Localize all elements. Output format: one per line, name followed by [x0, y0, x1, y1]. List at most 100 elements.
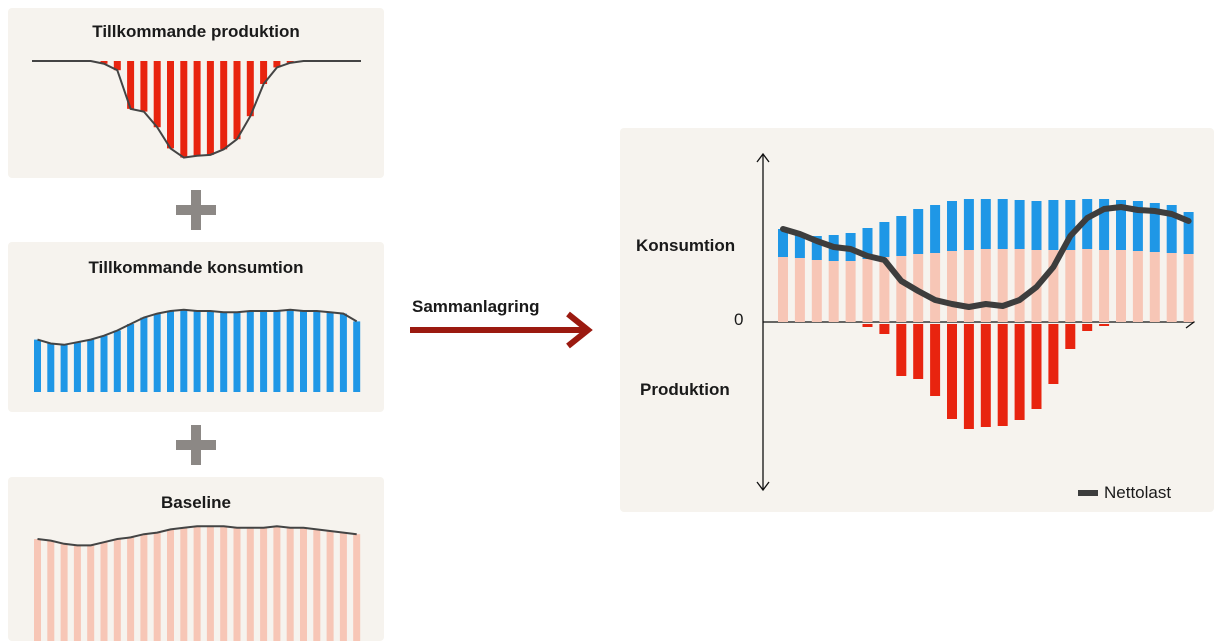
y-label-production: Produktion [640, 380, 730, 399]
production-bar [930, 324, 941, 396]
consumption-mini-bar [353, 321, 361, 392]
production-bar [1065, 324, 1076, 349]
consumption-bar [1116, 200, 1126, 250]
production-bar [1048, 324, 1059, 384]
baseline-mini-outline [37, 525, 357, 547]
baseline-mini-bar [286, 527, 294, 641]
baseline-mini-bar [246, 527, 254, 641]
consumption-bar [1166, 205, 1177, 253]
y-axis-arrow-down [756, 481, 770, 492]
consumption-bar [930, 205, 941, 253]
consumption-bar [980, 199, 991, 249]
baseline-mini-bar [339, 532, 347, 641]
plus-icon [176, 425, 216, 465]
baseline-bar [1149, 252, 1160, 322]
consumption-mini-bar [140, 317, 148, 392]
baseline-mini-bar [220, 526, 228, 641]
consumption-mini-bar [87, 339, 95, 392]
legend-swatch [1078, 490, 1098, 496]
baseline-bar [1048, 250, 1059, 322]
baseline-bar [1065, 250, 1076, 322]
baseline-bar [1183, 254, 1194, 322]
y-label-consumption: Konsumtion [636, 236, 736, 255]
consumption-bar [1082, 199, 1093, 249]
production-bar [1014, 324, 1025, 420]
consumption-mini-bar [313, 311, 321, 392]
consumption-bar [896, 216, 907, 256]
consumption-bar [778, 229, 788, 257]
consumption-mini-bar [60, 344, 68, 392]
baseline-mini-bar [353, 534, 361, 641]
consumption-mini-bar [300, 311, 307, 392]
production-mini-bar [127, 61, 135, 109]
production-mini-bar [180, 61, 188, 158]
baseline-mini-bar [193, 526, 201, 641]
baseline-mini-chart [34, 525, 361, 641]
baseline-bar [1082, 249, 1093, 322]
baseline-mini-bar [140, 534, 148, 641]
consumption-mini-outline [37, 308, 358, 346]
production-mini-bar [273, 61, 281, 68]
baseline-mini-bar [206, 526, 214, 641]
consumption-mini-bar [220, 312, 228, 392]
consumption-bar [1031, 201, 1042, 250]
zero-label: 0 [734, 310, 744, 329]
baseline-bar [1099, 250, 1110, 322]
baseline-mini-bar [273, 526, 281, 641]
consumption-mini-bar [47, 343, 55, 392]
production-mini-bar [246, 61, 254, 117]
nettolast-line [780, 204, 1192, 310]
consumption-mini-bar [180, 309, 188, 392]
production-bar [997, 324, 1008, 426]
baseline-bar [1014, 249, 1025, 322]
baseline-bar [811, 260, 822, 322]
production-mini-bar [233, 61, 241, 140]
baseline-mini-bar [34, 539, 41, 641]
consumption-mini-bar [286, 309, 294, 392]
baseline-mini-bar [73, 545, 81, 641]
aggregation-chart [756, 152, 1196, 492]
baseline-mini-bar [100, 542, 108, 641]
baseline-mini-bar [313, 529, 321, 641]
baseline-bar [778, 257, 788, 322]
baseline-mini-bar [233, 527, 241, 641]
consumption-mini-bar [260, 311, 268, 392]
production-panel: Tillkommande produktion [8, 8, 384, 178]
production-mini-chart [32, 60, 361, 159]
baseline-panel: Baseline [8, 477, 384, 641]
baseline-bar [879, 257, 890, 322]
production-bar [947, 324, 957, 419]
baseline-mini-bar [60, 543, 68, 641]
baseline-bar [930, 253, 941, 322]
consumption-bar [794, 233, 805, 258]
production-bar [896, 324, 907, 376]
baseline-mini-bar [127, 537, 135, 641]
production-bar [1031, 324, 1042, 409]
production-bar [1099, 324, 1110, 326]
production-mini-bar [260, 61, 268, 84]
consumption-bar [811, 236, 822, 260]
consumption-mini-bar [339, 313, 347, 392]
consumption-bar [1132, 201, 1143, 251]
production-mini-outline [32, 60, 361, 159]
baseline-mini-bar [167, 529, 174, 641]
baseline-mini-bar [326, 531, 334, 641]
consumption-mini-bar [273, 311, 281, 392]
baseline-mini-bar [260, 527, 268, 641]
consumption-bar [913, 209, 924, 254]
consumption-mini-bar [167, 311, 174, 392]
consumption-mini-bar [233, 312, 241, 392]
consumption-bar [1149, 203, 1160, 252]
aggregation-panel: Konsumtion 0 Produktion Nettolast [620, 128, 1214, 512]
production-bar [1082, 324, 1093, 331]
consumption-bar [1014, 200, 1025, 249]
consumption-bar [1183, 212, 1194, 254]
baseline-bar [1116, 250, 1126, 322]
production-bar [913, 324, 924, 379]
baseline-mini-bar [300, 527, 307, 641]
consumption-mini-bar [326, 312, 334, 392]
baseline-bar [963, 250, 974, 322]
arrow-right-icon [410, 311, 593, 349]
baseline-bar [1132, 251, 1143, 322]
consumption-bar [862, 228, 873, 259]
